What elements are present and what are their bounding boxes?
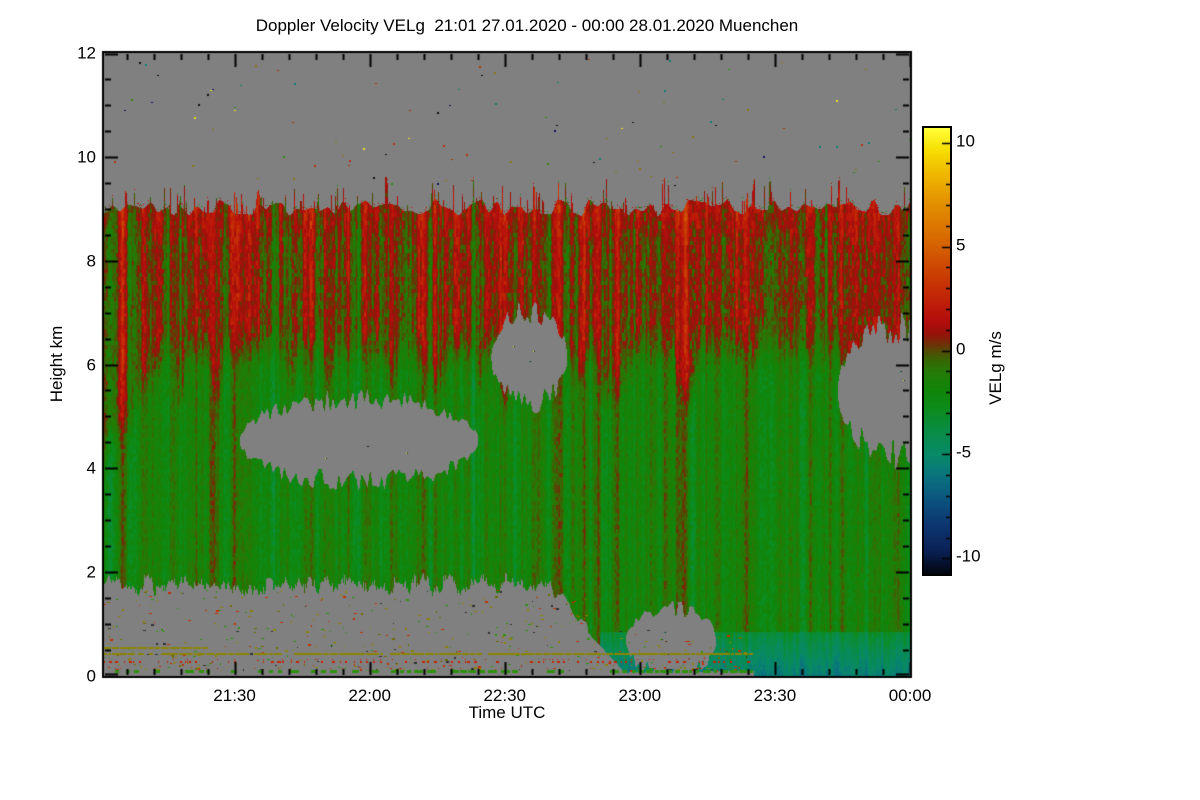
x-tick-label: 22:30: [483, 686, 527, 705]
x-tick-label: 22:00: [348, 686, 391, 705]
x-tick-label: 23:30: [753, 686, 797, 705]
x-tick-label: 00:00: [888, 686, 932, 705]
y-tick-label: 0: [86, 666, 96, 686]
x-tick-label: 21:30: [213, 686, 256, 705]
colorbar-tick-label: -10: [956, 546, 981, 566]
colorbar-tick-label: 5: [956, 235, 966, 255]
x-tick-label: 23:00: [618, 686, 662, 705]
colorbar-tick-label: 10: [956, 131, 975, 151]
y-tick-label: 6: [86, 355, 96, 374]
y-tick-label: 2: [86, 562, 96, 582]
colorbar-tick-label: 0: [956, 339, 966, 358]
colorbar-tick-label: -5: [956, 442, 972, 462]
y-tick-label: 8: [86, 251, 96, 271]
y-tick-label: 12: [77, 43, 96, 63]
y-tick-label: 4: [86, 458, 96, 478]
colorbar-label: VELg m/s: [986, 331, 1005, 405]
colorbar-gradient-canvas: [922, 126, 952, 576]
chart-title: Doppler Velocity VELg 21:01 27.01.2020 -…: [255, 16, 799, 35]
y-tick-label: 10: [77, 147, 96, 167]
x-axis-label: Time UTC: [468, 703, 546, 722]
